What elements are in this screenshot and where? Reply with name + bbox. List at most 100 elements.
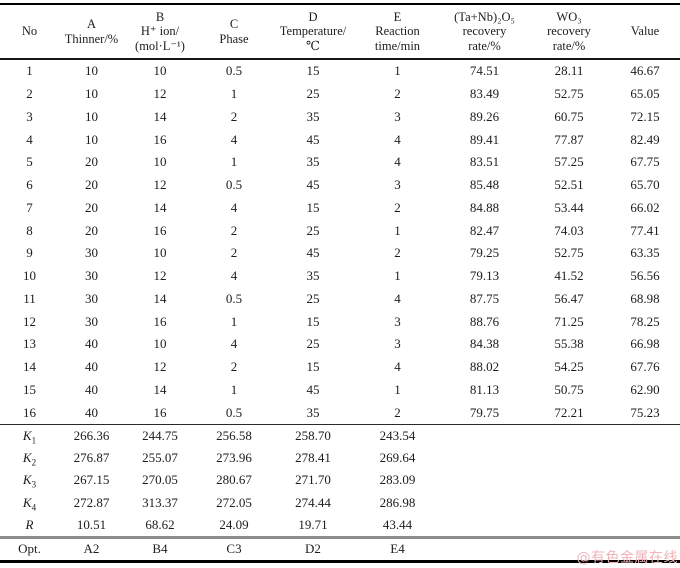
table-cell: 52.75 xyxy=(554,86,584,102)
table-row: 10 30 12 4 35 1 79.13 41.52 56.56 xyxy=(0,265,680,288)
table-cell: 12 xyxy=(153,268,167,284)
table-cell: 3 xyxy=(394,177,401,193)
table-cell: 78.25 xyxy=(630,313,660,329)
empty-cell xyxy=(610,535,680,562)
table-cell: 79.25 xyxy=(469,245,500,261)
summary-cell: 270.05 xyxy=(142,472,178,488)
table-cell: 87.75 xyxy=(469,290,500,306)
summary-cell: 43.44 xyxy=(382,516,413,532)
table-cell: 1 xyxy=(394,222,401,238)
table-cell: 0.5 xyxy=(225,63,243,79)
header-line: D xyxy=(308,9,318,24)
table-cell: 83.49 xyxy=(469,86,500,102)
row-label-subscript: 2 xyxy=(31,457,37,468)
table-cell: 82.49 xyxy=(630,131,660,147)
table-cell: 84.88 xyxy=(469,199,500,215)
table-cell: 65.70 xyxy=(630,177,660,193)
empty-cell xyxy=(528,447,610,469)
table-cell: 10 xyxy=(153,336,167,352)
table-cell: 88.02 xyxy=(469,359,500,375)
row-label-text: K xyxy=(22,494,32,510)
table-cell: 15 xyxy=(306,359,320,375)
table-cell: 85.48 xyxy=(469,177,500,193)
table-cell: 14 xyxy=(153,381,167,397)
table-row: 4 10 16 4 45 4 89.41 77.87 82.49 xyxy=(0,128,680,151)
table-cell: 74.51 xyxy=(469,63,500,79)
table-cell: 72.15 xyxy=(630,108,660,124)
table-cell: 9 xyxy=(26,245,33,261)
summary-cell: 272.05 xyxy=(216,494,252,510)
table-cell: 56.47 xyxy=(554,290,584,306)
optimum-cell: D2 xyxy=(272,535,354,562)
summary-cell: 244.75 xyxy=(124,424,196,448)
header-line: H⁺ ion/ xyxy=(140,24,180,39)
table-cell: 2 xyxy=(230,359,238,375)
summary-cell: 24.09 xyxy=(219,516,249,532)
orthogonal-experiment-table: No A Thinner/% B H⁺ ion/(mol·L⁻¹) C Phase D Temp… xyxy=(0,3,680,563)
table-row: 11 30 14 0.5 25 4 87.75 56.47 68.98 xyxy=(0,288,680,311)
empty-cell xyxy=(610,469,680,491)
table-cell: 71.25 xyxy=(554,313,584,329)
table-cell: 45 xyxy=(306,381,320,397)
table-row: 2 10 12 1 25 2 83.49 52.75 65.05 xyxy=(0,83,680,106)
empty-cell xyxy=(610,492,680,514)
table-cell: 4 xyxy=(394,131,401,147)
table-cell: 3 xyxy=(394,108,401,124)
empty-cell xyxy=(528,424,610,448)
table-cell: 12 xyxy=(153,359,167,375)
row-label-text: R xyxy=(25,516,34,532)
header-line: C xyxy=(229,17,239,31)
table-cell: 4 xyxy=(394,154,401,170)
table-row: 7 20 14 4 15 2 84.88 53.44 66.02 xyxy=(0,197,680,220)
table-cell: 54.25 xyxy=(554,359,584,375)
summary-cell: 286.98 xyxy=(379,494,416,510)
summary-cell: 255.07 xyxy=(142,450,178,466)
summary-row: K2 276.87 255.07 273.96 278.41 269.64 xyxy=(0,447,680,469)
row-label: K3 xyxy=(0,469,59,491)
table-cell: 66.02 xyxy=(630,199,660,215)
table-cell: 72.21 xyxy=(554,404,584,420)
table-cell: 10 xyxy=(23,268,36,284)
table-cell: 20 xyxy=(85,177,98,193)
summary-row: R 10.51 68.62 24.09 19.71 43.44 xyxy=(0,514,680,538)
summary-cell: 276.87 xyxy=(73,450,110,466)
table-cell: 4 xyxy=(394,290,401,306)
table-cell: 15 xyxy=(306,63,320,79)
table-cell: 12 xyxy=(23,313,36,329)
table-cell: 79.13 xyxy=(469,268,500,284)
table-cell: 75.23 xyxy=(630,404,660,420)
empty-cell xyxy=(528,492,610,514)
table-cell: 4 xyxy=(230,131,238,147)
empty-cell xyxy=(441,447,528,469)
table-cell: 83.51 xyxy=(469,154,500,170)
table-cell: 77.41 xyxy=(630,222,660,238)
table-cell: 89.41 xyxy=(469,131,500,147)
table-cell: 20 xyxy=(85,154,98,170)
table-cell: 3 xyxy=(394,336,401,352)
summary-cell: 243.54 xyxy=(354,424,441,448)
summary-rows: K1 266.36 244.75 256.58 258.70 243.54 K2 276.87… xyxy=(0,424,680,538)
table-cell: 2 xyxy=(26,86,33,102)
table-cell: 30 xyxy=(85,245,98,261)
table-cell: 35 xyxy=(306,268,320,284)
table-cell: 30 xyxy=(85,313,98,329)
header-line: rate/% xyxy=(552,38,586,53)
row-label-text: K xyxy=(22,428,32,444)
table-cell: 25 xyxy=(306,290,320,306)
table-row: 6 20 12 0.5 45 3 85.48 52.51 65.70 xyxy=(0,174,680,197)
header-line: ℃ xyxy=(306,38,320,53)
table-cell: 1 xyxy=(394,63,401,79)
header-line: time/min xyxy=(374,38,421,53)
table-cell: 4 xyxy=(230,336,238,352)
table-cell: 56.56 xyxy=(630,268,660,284)
table-cell: 2 xyxy=(394,199,401,215)
row-label-subscript: 3 xyxy=(31,480,37,491)
header-line: Thinner/% xyxy=(64,31,119,46)
empty-cell xyxy=(528,469,610,491)
column-header-b: B H⁺ ion/(mol·L⁻¹) xyxy=(124,4,196,60)
empty-cell xyxy=(610,447,680,469)
table-row: 5 20 10 1 35 4 83.51 57.25 67.75 xyxy=(0,151,680,174)
table-cell: 15 xyxy=(306,199,320,215)
header-row: No A Thinner/% B H⁺ ion/(mol·L⁻¹) C Phase D Temp… xyxy=(0,4,680,60)
column-header-value: Value xyxy=(610,4,680,60)
